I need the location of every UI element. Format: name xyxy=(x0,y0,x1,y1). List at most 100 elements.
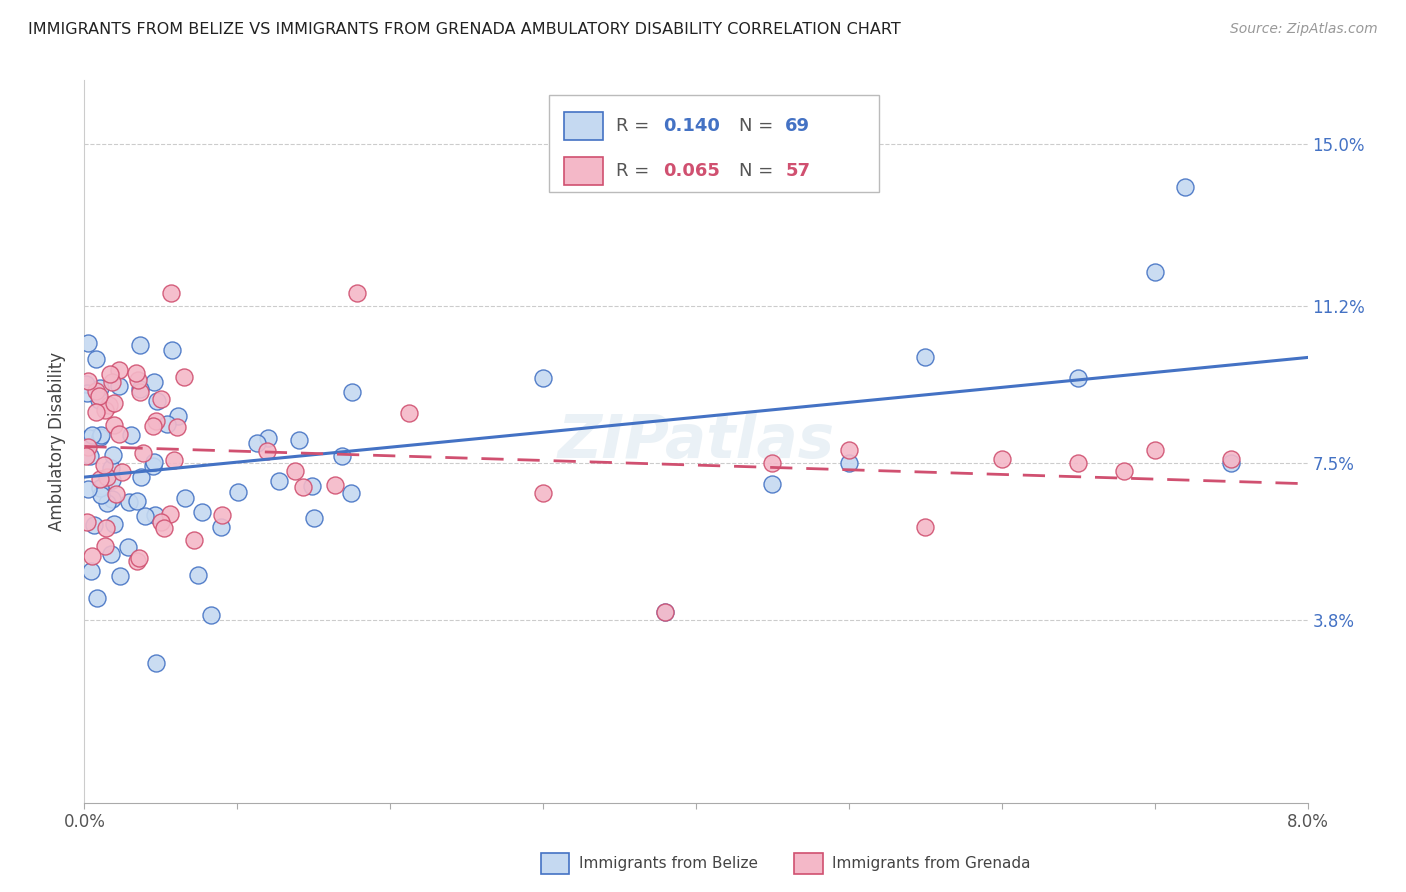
Point xyxy=(342,384,364,399)
Point xyxy=(1143,264,1166,278)
Point xyxy=(398,406,420,420)
Point xyxy=(145,657,167,671)
Point xyxy=(209,520,232,534)
Point xyxy=(108,426,131,441)
Point xyxy=(1174,179,1197,194)
Point xyxy=(101,473,124,487)
Point xyxy=(108,379,131,393)
Point xyxy=(200,607,222,622)
Point xyxy=(89,430,111,444)
Point xyxy=(129,384,152,399)
Text: 69: 69 xyxy=(786,117,810,135)
Point xyxy=(101,448,124,462)
Point xyxy=(100,547,122,561)
Point xyxy=(89,381,111,395)
Point xyxy=(304,511,326,525)
Point xyxy=(269,474,291,488)
Point xyxy=(94,521,117,535)
Point xyxy=(79,449,101,463)
Point xyxy=(111,465,134,479)
Point xyxy=(117,541,139,555)
Point xyxy=(75,376,97,391)
Point xyxy=(125,494,148,508)
Point xyxy=(340,485,363,500)
Point xyxy=(100,375,122,389)
Text: 57: 57 xyxy=(786,161,810,180)
Point xyxy=(257,431,280,445)
Text: N =: N = xyxy=(738,117,779,135)
Point xyxy=(90,488,112,502)
Point xyxy=(91,479,114,493)
Y-axis label: Ambulatory Disability: Ambulatory Disability xyxy=(48,352,66,531)
Point xyxy=(162,343,184,357)
Point xyxy=(101,492,124,507)
Point xyxy=(129,470,152,484)
Point xyxy=(156,417,179,431)
Point xyxy=(166,420,188,434)
Point xyxy=(129,382,152,396)
Point xyxy=(292,480,315,494)
Point xyxy=(991,451,1014,466)
Point xyxy=(96,496,118,510)
Point xyxy=(134,509,156,524)
Point xyxy=(96,470,118,484)
Point xyxy=(159,507,181,521)
Point xyxy=(914,519,936,533)
Point xyxy=(301,478,323,492)
Point xyxy=(143,455,166,469)
Point xyxy=(110,569,132,583)
Point xyxy=(173,369,195,384)
Point xyxy=(761,477,783,491)
Point xyxy=(174,491,197,505)
Point xyxy=(160,285,183,300)
Point xyxy=(838,443,860,458)
Point xyxy=(143,375,166,389)
Text: R =: R = xyxy=(616,117,655,135)
Point xyxy=(83,517,105,532)
Point xyxy=(127,373,149,387)
Point xyxy=(94,403,117,417)
Point xyxy=(82,428,104,442)
Point xyxy=(654,605,676,619)
Point xyxy=(1220,451,1243,466)
Point xyxy=(84,352,107,367)
Point xyxy=(125,554,148,568)
Point xyxy=(87,389,110,403)
Point xyxy=(149,392,172,406)
Point xyxy=(143,508,166,522)
Point xyxy=(167,409,190,423)
FancyBboxPatch shape xyxy=(564,157,603,185)
Point xyxy=(1114,464,1136,478)
Point xyxy=(531,485,554,500)
Point xyxy=(142,419,165,434)
Text: Immigrants from Grenada: Immigrants from Grenada xyxy=(832,856,1031,871)
Text: Source: ZipAtlas.com: Source: ZipAtlas.com xyxy=(1230,22,1378,37)
Point xyxy=(128,551,150,566)
Point xyxy=(103,517,125,532)
Point xyxy=(80,549,103,563)
Point xyxy=(187,567,209,582)
Point xyxy=(120,428,142,442)
Point xyxy=(84,405,107,419)
Point xyxy=(1220,456,1243,470)
Point xyxy=(245,435,267,450)
Point xyxy=(145,393,167,408)
Point xyxy=(98,368,121,382)
Point xyxy=(89,472,111,486)
Text: 0.065: 0.065 xyxy=(664,161,720,180)
Point xyxy=(128,338,150,352)
Point xyxy=(87,392,110,407)
Point xyxy=(256,443,278,458)
Point xyxy=(76,515,98,529)
Point xyxy=(90,428,112,442)
Point xyxy=(914,350,936,364)
Point xyxy=(145,414,167,428)
Point xyxy=(75,450,97,464)
Text: N =: N = xyxy=(738,161,779,180)
Point xyxy=(77,431,100,445)
FancyBboxPatch shape xyxy=(564,112,603,140)
Point xyxy=(163,453,186,467)
Point xyxy=(1143,443,1166,458)
Point xyxy=(86,384,108,399)
Point xyxy=(142,458,165,473)
